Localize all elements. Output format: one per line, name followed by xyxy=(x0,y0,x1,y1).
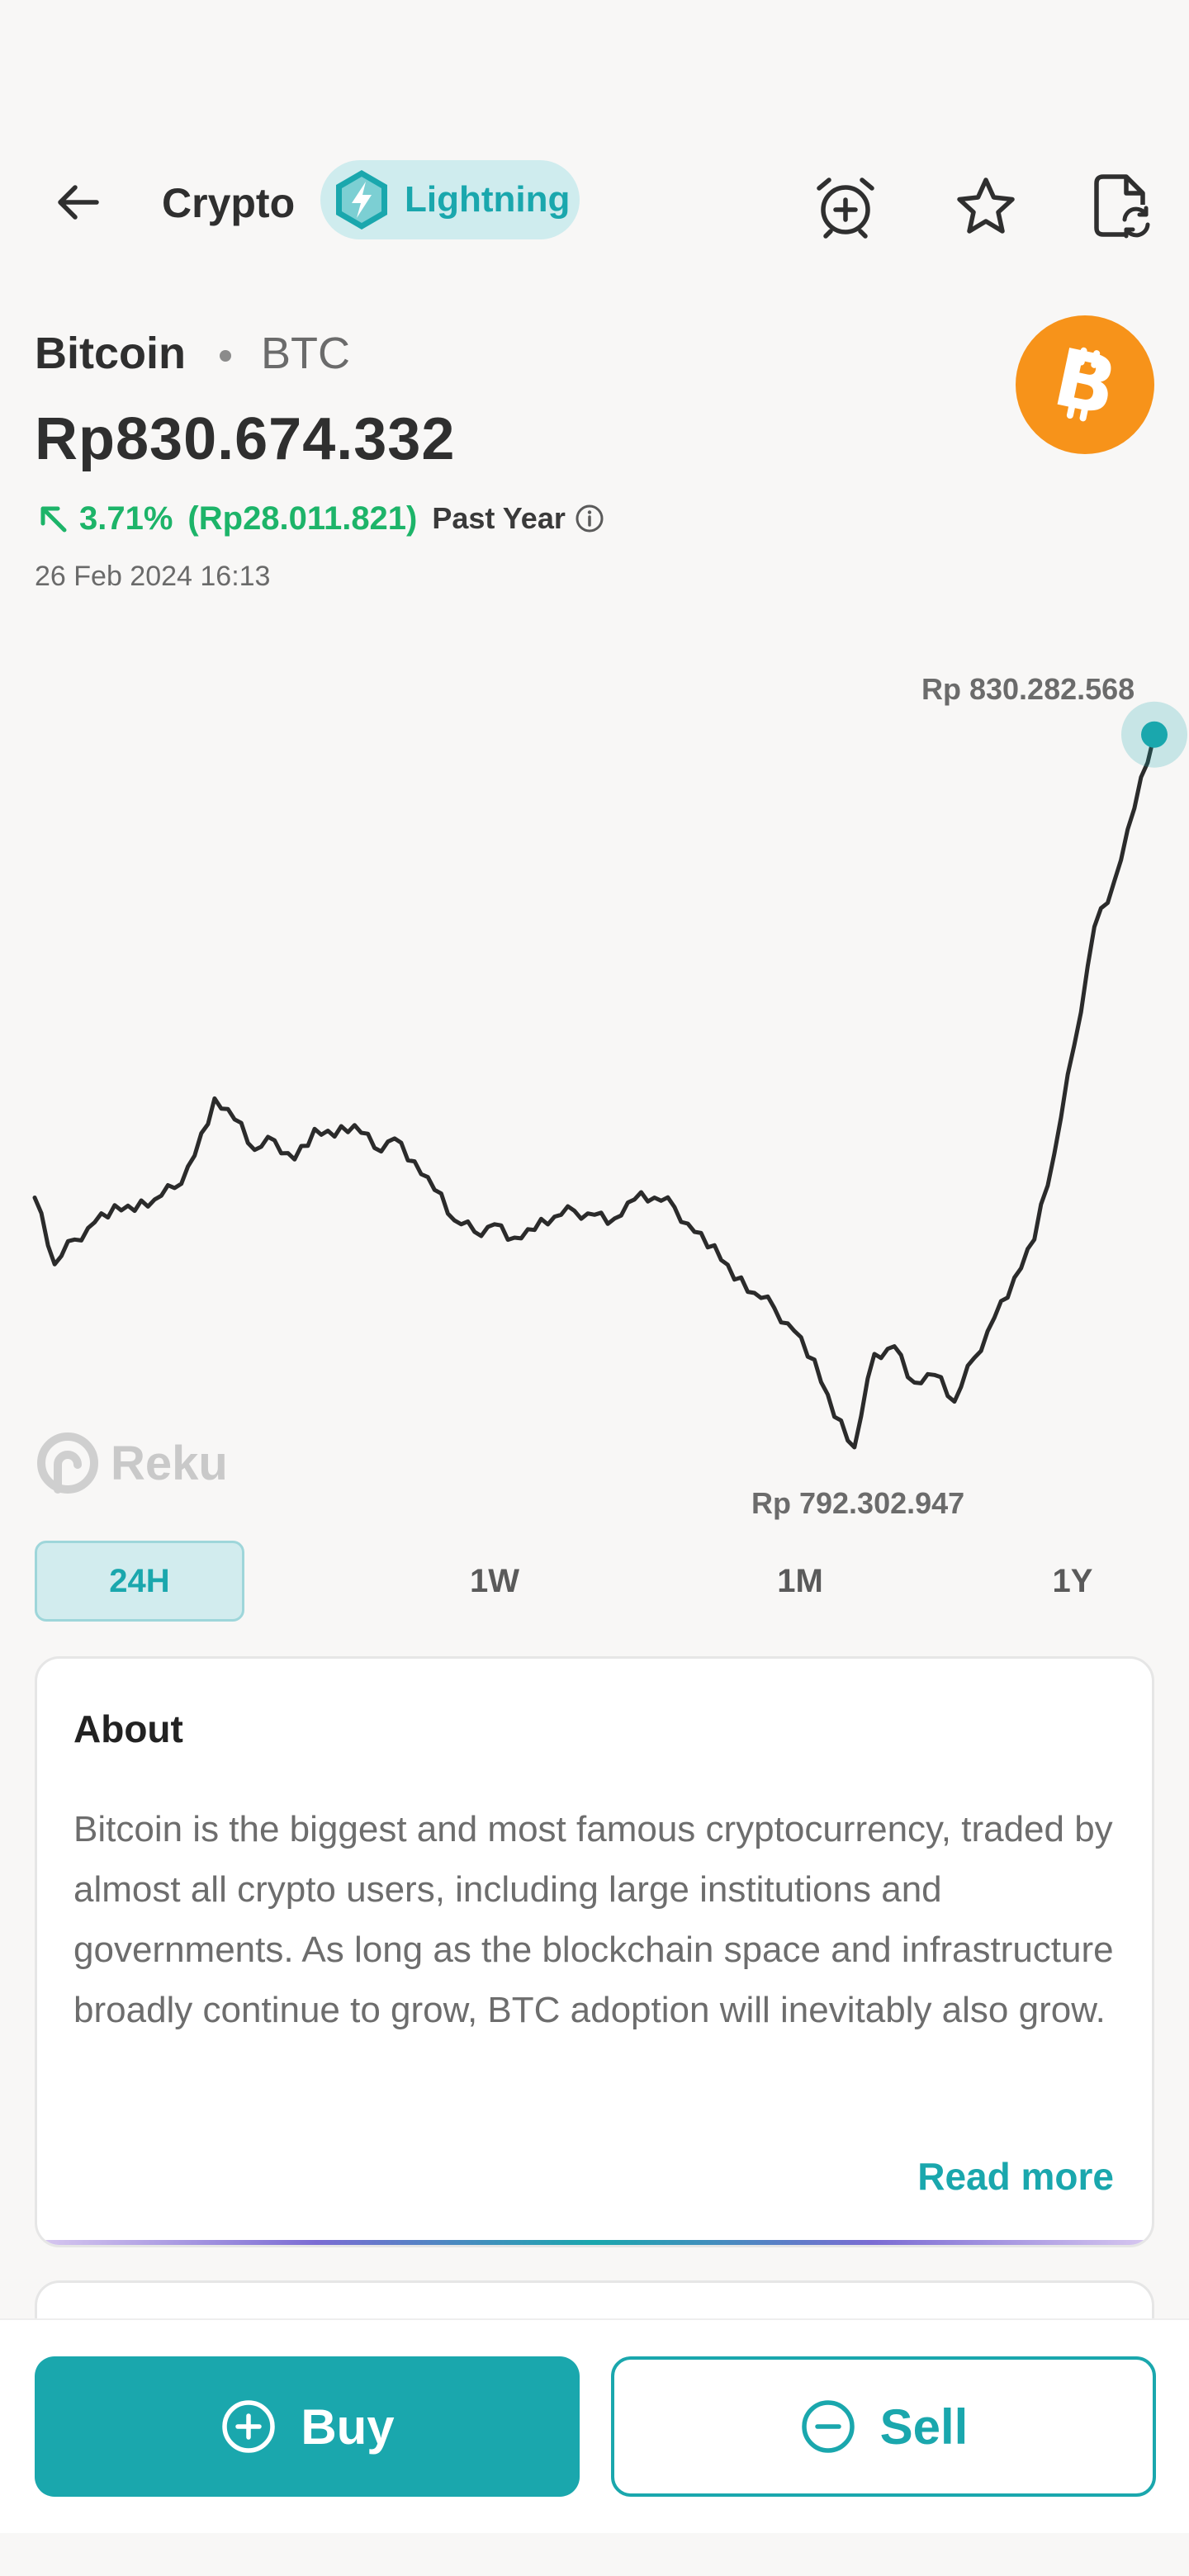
bitcoin-icon: B xyxy=(1016,315,1154,454)
page-title: Crypto xyxy=(162,180,296,226)
arrow-up-left-icon xyxy=(40,506,67,533)
read-more-link[interactable]: Read more xyxy=(917,2155,1114,2198)
bottom-action-bar: Buy Sell xyxy=(0,2318,1189,2533)
alarm-add-icon xyxy=(817,178,874,239)
about-text: Bitcoin is the biggest and most famous c… xyxy=(73,1809,1114,2030)
document-sync-icon xyxy=(1094,174,1150,239)
change-percent: 3.71% xyxy=(79,500,173,537)
back-button[interactable] xyxy=(41,173,116,231)
buy-button-label: Buy xyxy=(301,2398,395,2455)
reku-logo-icon xyxy=(37,1432,98,1494)
reku-watermark: Reku xyxy=(33,1428,228,1498)
range-tab-1y[interactable]: 1Y xyxy=(1052,1562,1093,1599)
minus-circle-icon xyxy=(801,2400,855,2453)
coin-name: Bitcoin xyxy=(35,329,186,378)
range-tab-24h[interactable]: 24H xyxy=(35,1541,244,1622)
price-chart[interactable]: Rp 830.282.568 Rp 792.302.947 xyxy=(0,652,1189,1536)
sell-button[interactable]: Sell xyxy=(611,2356,1156,2497)
star-icon xyxy=(957,178,1015,234)
lightning-badge[interactable]: Lightning xyxy=(320,160,580,239)
lightning-badge-label: Lightning xyxy=(405,179,571,220)
about-card: About Bitcoin is the biggest and most fa… xyxy=(35,1656,1154,2247)
coin-symbol: BTC xyxy=(261,329,350,378)
price-alert-button[interactable] xyxy=(806,167,885,246)
time-range-selector: 24H 1W 1M 1Y xyxy=(35,1541,1154,1622)
change-amount: (Rp28.011.821) xyxy=(187,500,418,537)
about-title: About xyxy=(73,1707,183,1750)
price-chart-svg[interactable] xyxy=(0,652,1189,1536)
favorite-button[interactable] xyxy=(946,167,1026,246)
price-line xyxy=(32,732,1157,1450)
document-button[interactable] xyxy=(1082,167,1161,246)
plus-circle-icon xyxy=(222,2400,276,2453)
change-period: Past Year xyxy=(432,501,566,535)
buy-button[interactable]: Buy xyxy=(35,2356,580,2497)
price-change-row: 3.71% (Rp28.011.821) Past Year xyxy=(35,495,605,542)
top-app-bar: Crypto Lightning xyxy=(0,157,1189,248)
chart-high-label: Rp 830.282.568 xyxy=(921,672,1135,706)
reku-watermark-text: Reku xyxy=(111,1436,228,1490)
chart-low-label: Rp 792.302.947 xyxy=(751,1486,965,1520)
price-timestamp: 26 Feb 2024 16:13 xyxy=(35,561,271,592)
lightning-hex-icon xyxy=(329,167,395,233)
current-price: Rp830.674.332 xyxy=(35,406,456,472)
info-icon[interactable] xyxy=(574,503,605,534)
sell-button-label: Sell xyxy=(879,2398,969,2455)
back-arrow-icon xyxy=(58,185,99,220)
range-tab-1w[interactable]: 1W xyxy=(470,1562,519,1599)
range-tab-1m[interactable]: 1M xyxy=(777,1562,823,1599)
current-point-marker xyxy=(1141,721,1168,748)
separator-dot xyxy=(220,350,231,362)
